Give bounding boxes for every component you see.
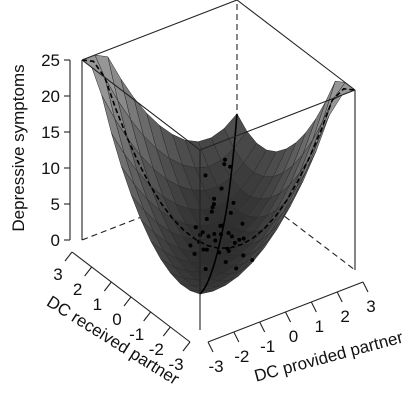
box-edge	[81, 0, 238, 61]
z-tick-label: 15	[41, 123, 60, 142]
data-point	[204, 247, 209, 252]
x-tick	[310, 301, 317, 313]
data-point	[223, 157, 228, 162]
x-tick	[336, 291, 343, 303]
data-point	[206, 234, 211, 239]
y-tick-label: 0	[112, 310, 121, 329]
box-edges	[81, 0, 356, 330]
data-point	[231, 200, 236, 205]
z-tick-label: 10	[41, 159, 60, 178]
data-point	[213, 238, 218, 243]
box-edge	[81, 59, 201, 151]
data-point	[226, 249, 231, 253]
data-point	[203, 173, 208, 178]
data-point	[226, 231, 231, 235]
z-tick-label: 25	[41, 51, 60, 70]
y-tick	[103, 281, 112, 292]
x-tick-label: -3	[208, 357, 223, 376]
y-tick	[143, 311, 152, 322]
data-point	[188, 243, 193, 248]
x-tick-label: 3	[366, 297, 375, 316]
y-tick-label: -2	[149, 340, 164, 359]
data-point	[193, 225, 198, 230]
data-point	[212, 232, 217, 236]
data-point	[241, 253, 246, 258]
x-tick-label: -2	[234, 347, 249, 366]
z-tick-label: 5	[51, 195, 60, 214]
data-point	[201, 247, 206, 252]
y-tick	[162, 326, 171, 337]
x-tick	[207, 341, 214, 353]
box-edge	[199, 89, 356, 151]
data-point	[234, 266, 239, 271]
data-point	[240, 221, 245, 226]
data-point	[229, 234, 234, 239]
y-tick-label: 1	[93, 295, 102, 314]
data-point	[203, 267, 208, 271]
y-tick-label: 3	[53, 265, 62, 284]
data-point	[222, 162, 227, 167]
data-point	[209, 209, 214, 214]
y-tick	[182, 341, 191, 352]
x-tick-label: 0	[289, 327, 298, 346]
data-point	[204, 217, 209, 221]
x-tick-label: -1	[260, 337, 275, 356]
x-tick	[259, 321, 266, 333]
incongruence-line	[81, 59, 356, 250]
data-point	[223, 260, 228, 265]
data-point	[250, 258, 255, 262]
data-point	[212, 196, 217, 201]
x-tick-label: 2	[340, 307, 349, 326]
x-tick-label: 1	[315, 317, 324, 336]
data-point	[200, 230, 205, 235]
data-point	[241, 236, 246, 241]
data-point	[210, 205, 215, 210]
data-point	[237, 237, 242, 242]
y-tick-label: 2	[73, 280, 82, 299]
x-tick	[285, 311, 291, 323]
x-tick	[233, 331, 240, 343]
z-tick-label: 20	[41, 87, 60, 106]
data-point	[228, 210, 233, 215]
z-tick-label: 0	[51, 231, 60, 250]
data-point	[232, 240, 237, 245]
box-edge	[236, 0, 356, 91]
y-tick-label: -3	[168, 355, 183, 374]
x-tick	[362, 281, 369, 293]
data-point	[192, 251, 197, 256]
y-tick	[84, 266, 93, 277]
data-point	[228, 164, 233, 169]
data-point	[219, 186, 224, 191]
data-point	[211, 202, 216, 207]
y-tick-label: -1	[129, 325, 144, 344]
surface-lines	[81, 59, 356, 295]
z-axis-title: Depressive symptoms	[9, 64, 28, 231]
y-tick	[64, 251, 73, 262]
y-tick	[123, 296, 132, 307]
